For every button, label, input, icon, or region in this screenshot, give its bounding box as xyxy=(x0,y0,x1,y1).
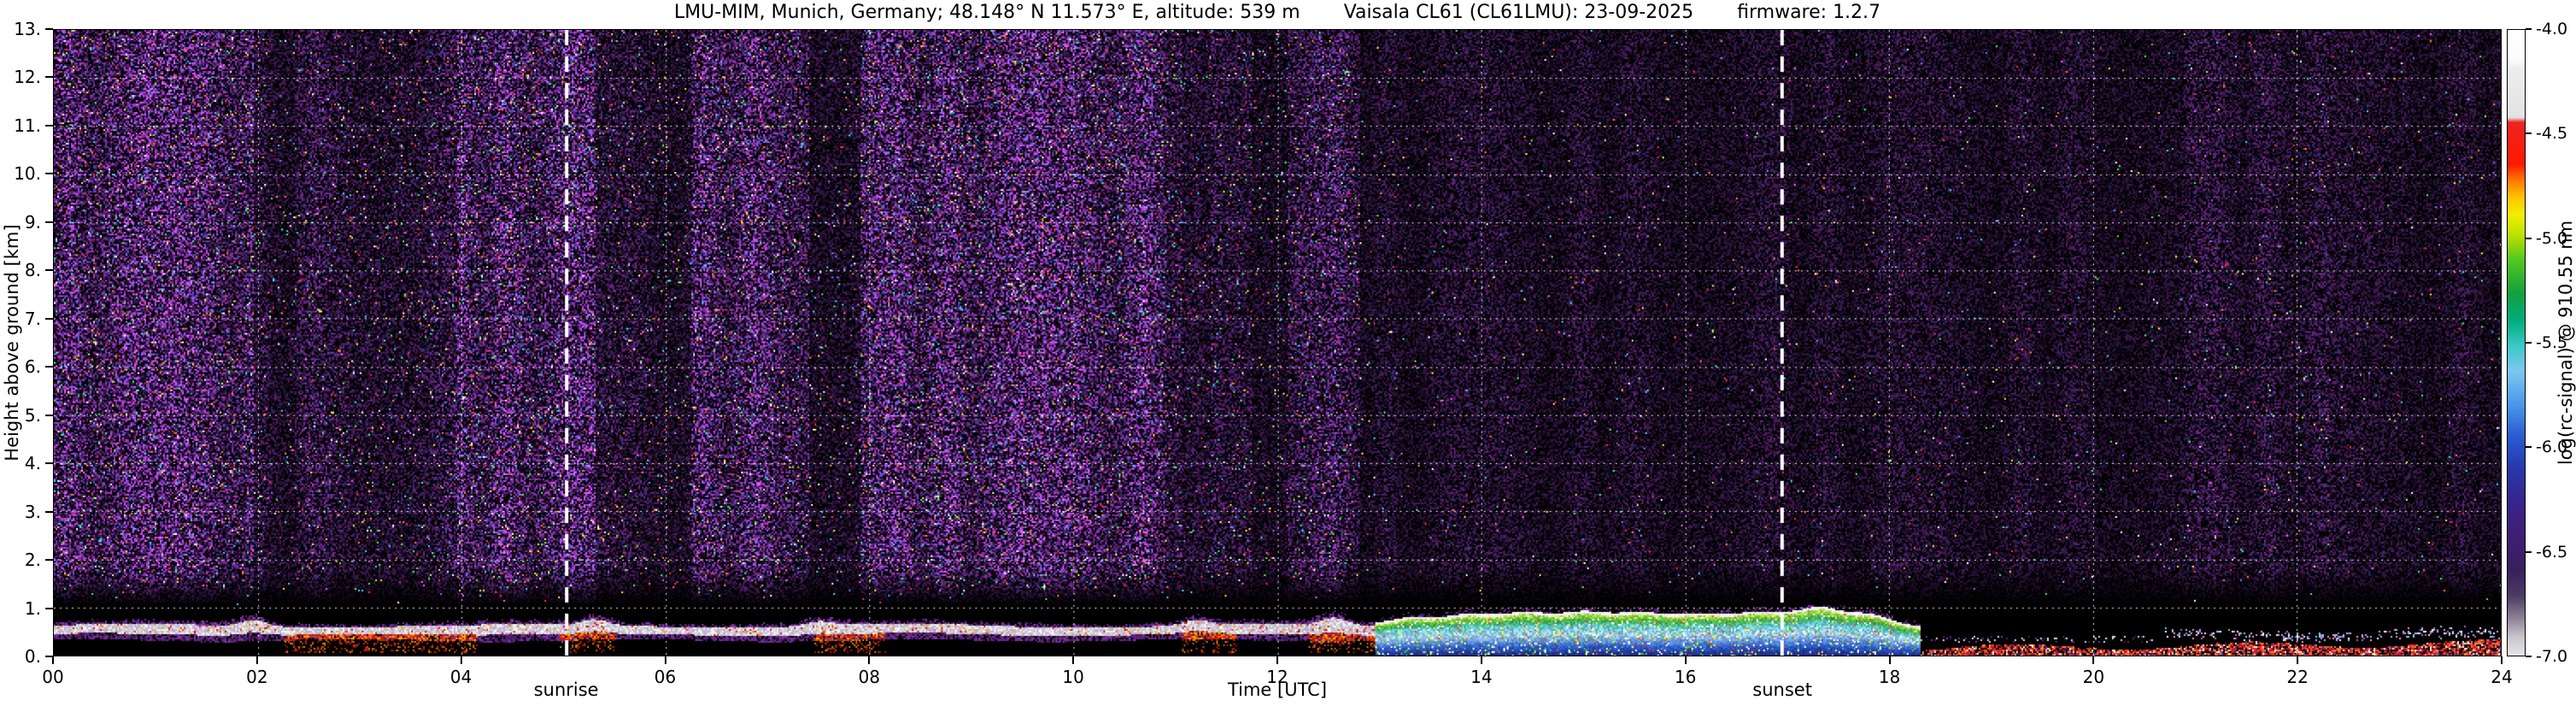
colorbar-tick-label: -7.0 xyxy=(2536,647,2568,666)
y-tick-mark xyxy=(45,462,53,465)
x-tick-label: 16 xyxy=(1674,667,1697,687)
y-tick-label: 9. xyxy=(24,211,41,232)
colorbar-tick-mark xyxy=(2526,550,2532,553)
y-axis-label: Height above ground [km] xyxy=(2,224,22,462)
x-tick-label: 00 xyxy=(42,667,64,687)
y-tick-label: 12. xyxy=(14,67,41,88)
y-tick-label: 13. xyxy=(14,19,41,39)
x-tick-mark xyxy=(1276,656,1278,664)
y-tick-mark xyxy=(45,607,53,609)
colorbar-tick-label: -4.5 xyxy=(2536,124,2568,144)
y-tick-label: 5. xyxy=(24,404,41,426)
y-tick-mark xyxy=(45,173,53,175)
y-tick-label: 4. xyxy=(24,453,41,474)
x-tick-label: 06 xyxy=(654,667,677,687)
colorbar-tick-mark xyxy=(2526,237,2532,239)
sunrise-annotation: sunrise xyxy=(533,680,599,700)
x-tick-label: 14 xyxy=(1470,667,1493,687)
colorbar xyxy=(2507,29,2526,656)
x-tick-label: 02 xyxy=(246,667,268,687)
sunset-annotation: sunset xyxy=(1752,680,1812,700)
x-tick-mark xyxy=(664,656,666,664)
y-tick-mark xyxy=(45,28,53,30)
y-tick-mark xyxy=(45,559,53,562)
y-tick-mark xyxy=(45,656,53,657)
y-tick-mark xyxy=(45,414,53,416)
title-location: LMU-MIM, Munich, Germany; 48.148° N 11.5… xyxy=(673,2,1300,23)
x-tick-label: 22 xyxy=(2286,667,2309,687)
y-tick-label: 1. xyxy=(24,597,41,619)
x-tick-label: 04 xyxy=(449,667,472,687)
x-tick-mark xyxy=(2297,656,2299,664)
x-tick-label: 08 xyxy=(858,667,881,687)
x-tick-mark xyxy=(1072,656,1075,664)
colorbar-tick-mark xyxy=(2526,656,2532,657)
x-tick-mark xyxy=(868,656,871,664)
colorbar-label: log(rc-signal) @ 910.55 nm xyxy=(2555,220,2576,466)
y-tick-label: 6. xyxy=(24,356,41,378)
colorbar-tick-label: -4.0 xyxy=(2536,20,2568,38)
colorbar-tick-mark xyxy=(2526,132,2532,135)
x-tick-mark xyxy=(460,656,462,664)
x-tick-mark xyxy=(1888,656,1891,664)
x-tick-mark xyxy=(52,656,54,664)
y-tick-mark xyxy=(45,366,53,368)
x-tick-label: 10 xyxy=(1062,667,1084,687)
y-tick-mark xyxy=(45,317,53,320)
heatmap-canvas xyxy=(54,30,2501,656)
y-tick-label: 10. xyxy=(14,163,41,185)
y-tick-label: 7. xyxy=(24,308,41,329)
y-tick-mark xyxy=(45,221,53,223)
y-tick-mark xyxy=(45,76,53,79)
y-tick-label: 11. xyxy=(14,115,41,136)
y-tick-mark xyxy=(45,124,53,126)
x-axis-label: Time [UTC] xyxy=(1227,680,1328,700)
x-tick-mark xyxy=(2092,656,2095,664)
x-tick-mark xyxy=(2501,656,2503,664)
colorbar-tick-mark xyxy=(2526,28,2532,30)
title-instrument: Vaisala CL61 (CL61LMU): 23-09-2025 xyxy=(1343,2,1694,23)
figure-title: LMU-MIM, Munich, Germany; 48.148° N 11.5… xyxy=(53,2,2502,23)
title-firmware: firmware: 1.2.7 xyxy=(1737,2,1881,23)
y-tick-label: 2. xyxy=(24,550,41,571)
y-tick-label: 0. xyxy=(24,646,41,667)
colorbar-tick-label: -6.5 xyxy=(2536,542,2568,562)
y-tick-mark xyxy=(45,510,53,513)
x-tick-label: 20 xyxy=(2082,667,2105,687)
plot-area xyxy=(53,29,2502,656)
x-tick-mark xyxy=(255,656,258,664)
colorbar-tick-mark xyxy=(2526,342,2532,344)
y-tick-label: 3. xyxy=(24,501,41,522)
y-tick-label: 8. xyxy=(24,260,41,281)
x-tick-label: 18 xyxy=(1878,667,1901,687)
colorbar-tick-mark xyxy=(2526,446,2532,449)
x-tick-mark xyxy=(1480,656,1482,664)
y-tick-mark xyxy=(45,269,53,272)
x-tick-label: 24 xyxy=(2491,667,2513,687)
x-tick-mark xyxy=(1684,656,1687,664)
